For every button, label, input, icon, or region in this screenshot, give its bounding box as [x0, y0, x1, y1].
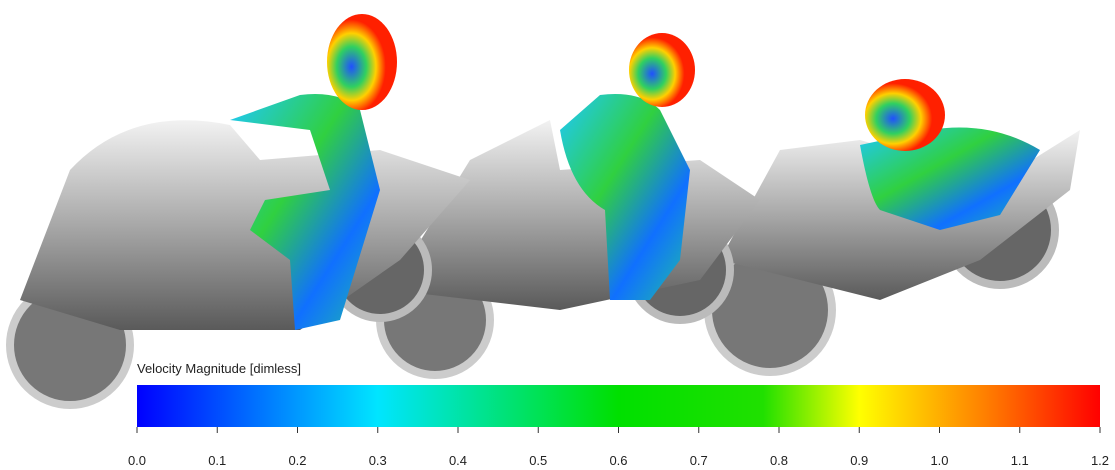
colorbar-ticks: 0.0 0.1 0.2 0.3 0.4 0.5 0.6 0.7 0.8 0.9 1.0 1.1 1.2	[128, 427, 1109, 468]
tick-label: 0.0	[128, 453, 146, 468]
tick-label: 1.1	[1011, 453, 1029, 468]
tick-label: 1.2	[1091, 453, 1109, 468]
tick-label: 0.6	[609, 453, 627, 468]
colorbar-gradient	[137, 385, 1100, 427]
tick-label: 0.7	[690, 453, 708, 468]
tick-label: 0.4	[449, 453, 467, 468]
tick-label: 0.1	[208, 453, 226, 468]
tick-label: 0.2	[288, 453, 306, 468]
motorcycles	[10, 14, 1080, 405]
scene: Velocity Magnitude [dimless] 0.00.10.20.…	[0, 0, 1115, 470]
tick-label: 0.5	[529, 453, 547, 468]
motorcycle	[708, 79, 1080, 372]
tick-label: 1.0	[930, 453, 948, 468]
colorbar-title: Velocity Magnitude [dimless]	[137, 361, 301, 376]
tick-label: 0.8	[770, 453, 788, 468]
tick-label: 0.3	[369, 453, 387, 468]
tick-label: 0.9	[850, 453, 868, 468]
